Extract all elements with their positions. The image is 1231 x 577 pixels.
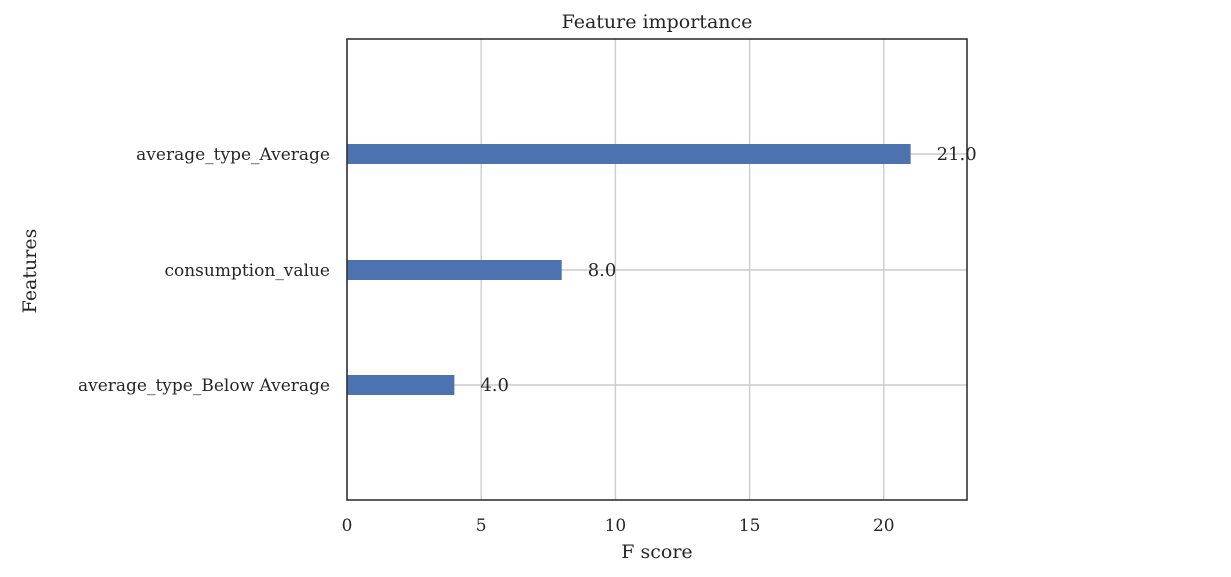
x-tick-label: 15: [739, 516, 761, 536]
x-tick-label: 5: [476, 516, 487, 536]
bars-layer: [347, 144, 911, 395]
bar: [347, 375, 455, 395]
y-tick-label: consumption_value: [164, 261, 330, 281]
bar-value-label: 8.0: [588, 260, 617, 281]
chart-title: Feature importance: [562, 11, 753, 33]
plot-frame: [346, 38, 968, 501]
bar: [347, 260, 562, 280]
y-axis-label: Features: [19, 229, 41, 314]
labels-layer: 0 5 10 15 20 average_type_Average 21.0 consumpt…: [78, 144, 977, 536]
bar-value-label: 21.0: [937, 144, 977, 165]
x-tick-label: 10: [605, 516, 627, 536]
bar-value-label: 4.0: [480, 375, 509, 396]
y-tick-label: average_type_Average: [136, 145, 330, 165]
y-tick-label: average_type_Below Average: [78, 376, 330, 396]
x-tick-label: 0: [342, 516, 353, 536]
bar: [347, 144, 911, 164]
x-tick-label: 20: [873, 516, 895, 536]
x-axis-label: F score: [621, 541, 692, 563]
